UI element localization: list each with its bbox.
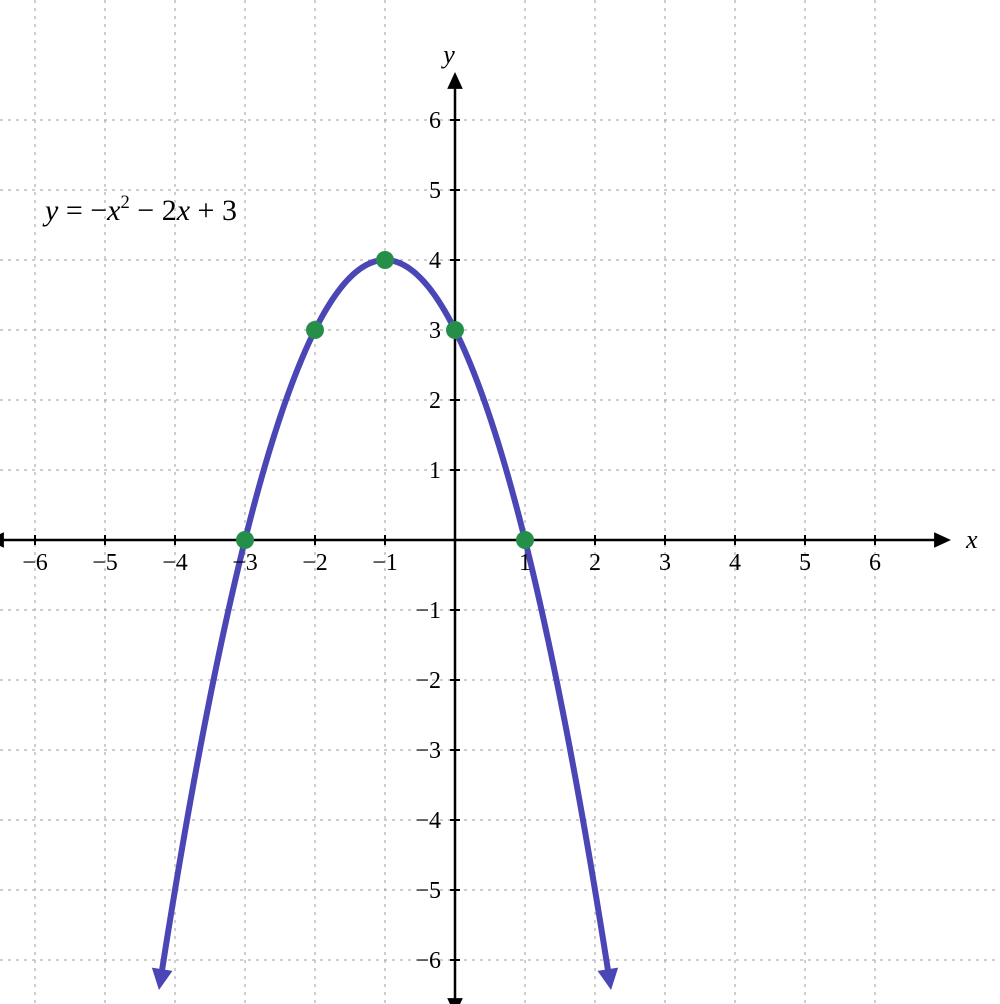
y-tick-label: 5 (429, 178, 441, 204)
equation-label: y = −x2 − 2x + 3 (42, 192, 237, 227)
y-tick-label: −4 (415, 808, 441, 834)
x-tick-label: 1 (519, 550, 531, 576)
x-tick-label: 6 (869, 550, 881, 576)
y-tick-label: −5 (415, 878, 441, 904)
y-tick-label: −3 (415, 738, 441, 764)
y-tick-label: −1 (415, 598, 441, 624)
y-tick-label: 1 (429, 458, 441, 484)
y-tick-label: 4 (429, 248, 441, 274)
x-tick-label: 2 (589, 550, 601, 576)
x-tick-label: −1 (372, 550, 398, 576)
data-point (446, 321, 464, 339)
y-tick-label: −6 (415, 948, 441, 974)
x-tick-label: 3 (659, 550, 671, 576)
x-tick-label: −5 (92, 550, 118, 576)
x-tick-label: −6 (22, 550, 48, 576)
y-tick-label: 6 (429, 108, 441, 134)
y-tick-label: 3 (429, 318, 441, 344)
x-tick-label: 4 (729, 550, 741, 576)
y-tick-label: −2 (415, 668, 441, 694)
x-tick-label: −3 (232, 550, 258, 576)
data-point (516, 531, 534, 549)
data-point (236, 531, 254, 549)
x-tick-label: 5 (799, 550, 811, 576)
data-point (306, 321, 324, 339)
data-point (376, 251, 394, 269)
x-tick-label: −2 (302, 550, 328, 576)
y-axis-label: y (440, 40, 455, 69)
y-tick-label: 2 (429, 388, 441, 414)
parabola-chart: −6 −5 −4 −3 −2 −1 1 2 3 4 5 6 −6 −5 −4 −3 −2 −1 1 2 3 4 5 6 x y y … (0, 0, 1000, 1004)
x-axis-label: x (965, 525, 978, 554)
x-tick-label: −4 (162, 550, 188, 576)
